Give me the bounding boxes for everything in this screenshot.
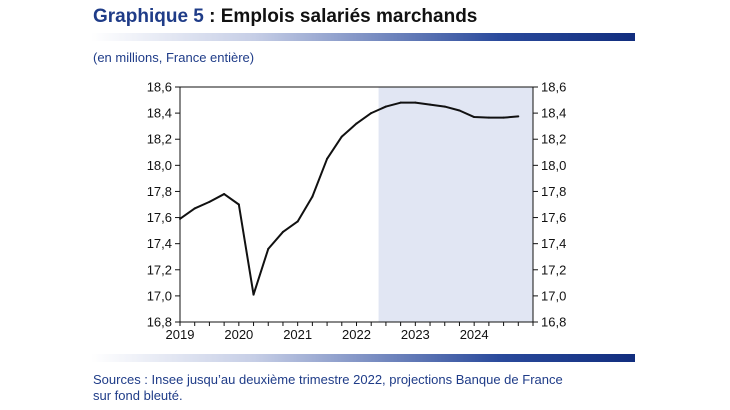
chart-title: Graphique 5 : Emplois salariés marchands <box>93 6 477 28</box>
y-tick-label-left: 18,0 <box>147 158 172 173</box>
sources-line-2: sur fond bleuté. <box>93 388 183 403</box>
y-tick-label-left: 17,0 <box>147 288 172 303</box>
chart-subtitle: (en millions, France entière) <box>93 50 255 65</box>
data-point <box>326 157 329 160</box>
x-tick-label: 2022 <box>342 327 371 342</box>
y-tick-label-right: 18,4 <box>541 106 566 121</box>
data-point <box>384 105 387 108</box>
data-point <box>399 101 402 104</box>
data-point <box>296 220 299 223</box>
y-tick-label-right: 16,8 <box>541 315 566 330</box>
data-point <box>502 116 505 119</box>
data-point <box>355 122 358 125</box>
y-tick-label-left: 17,4 <box>147 236 172 251</box>
chart-title-text: Emplois salariés marchands <box>220 6 478 27</box>
data-point <box>443 105 446 108</box>
title-underline-bar <box>91 33 635 41</box>
y-tick-label-left: 17,2 <box>147 262 172 277</box>
x-tick-label: 2019 <box>166 327 195 342</box>
x-tick-label: 2020 <box>224 327 253 342</box>
data-point <box>311 195 314 198</box>
chart-title-separator: : <box>203 6 221 27</box>
y-tick-label-left: 18,6 <box>147 80 172 95</box>
data-point <box>252 293 255 296</box>
y-tick-label-right: 17,0 <box>541 288 566 303</box>
data-point <box>414 101 417 104</box>
data-point <box>473 116 476 119</box>
x-tick-label: 2021 <box>283 327 312 342</box>
y-tick-label-right: 18,6 <box>541 80 566 95</box>
data-point <box>223 193 226 196</box>
y-tick-label-right: 18,2 <box>541 132 566 147</box>
x-tick-label: 2024 <box>460 327 489 342</box>
plot-frame <box>179 86 534 323</box>
data-point <box>281 230 284 233</box>
y-tick-label-left: 18,4 <box>147 106 172 121</box>
y-tick-label-left: 17,6 <box>147 210 172 225</box>
y-tick-label-right: 17,2 <box>541 262 566 277</box>
y-tick-label-right: 18,0 <box>541 158 566 173</box>
y-tick-label-left: 17,8 <box>147 184 172 199</box>
data-point <box>517 115 520 118</box>
y-tick-label-left: 16,8 <box>147 315 172 330</box>
y-tick-label-right: 17,4 <box>541 236 566 251</box>
data-point <box>458 109 461 112</box>
y-tick-label-right: 17,8 <box>541 184 566 199</box>
chart-title-number: Graphique 5 <box>93 6 204 27</box>
data-point <box>267 247 270 250</box>
y-tick-label-right: 17,6 <box>541 210 566 225</box>
data-point <box>237 203 240 206</box>
data-point <box>429 103 432 106</box>
y-tick-label-left: 18,2 <box>147 132 172 147</box>
data-point <box>340 135 343 138</box>
data-point <box>193 207 196 210</box>
data-point <box>370 112 373 115</box>
x-tick-label: 2023 <box>401 327 430 342</box>
sources-line-1: Sources : Insee jusqu’au deuxième trimes… <box>93 372 563 387</box>
projection-shading <box>378 87 533 322</box>
data-point <box>487 116 490 119</box>
data-point <box>179 217 181 220</box>
data-point <box>208 200 211 203</box>
series-line <box>179 101 519 296</box>
sources-note: Sources : Insee jusqu’au deuxième trimes… <box>93 372 653 404</box>
footer-bar <box>91 354 635 362</box>
